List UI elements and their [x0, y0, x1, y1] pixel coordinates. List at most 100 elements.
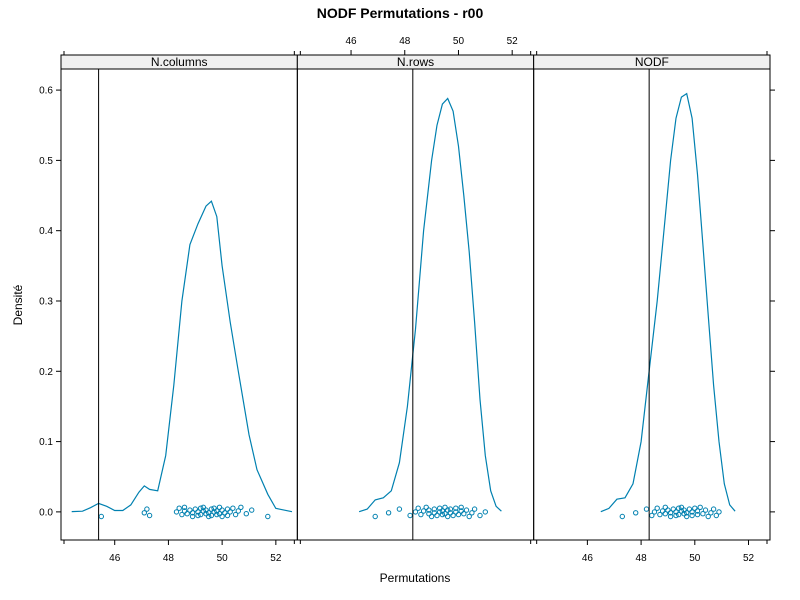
chart-title: NODF Permutations - r00 [317, 5, 484, 21]
point-N.rows [423, 504, 429, 510]
point-N.rows [437, 509, 443, 515]
point-NODF [633, 510, 639, 516]
point-N.columns [181, 508, 188, 514]
point-N.rows [453, 505, 459, 511]
point-N.columns [230, 505, 236, 511]
density-curve-N.columns [71, 200, 293, 513]
point-N.columns [214, 511, 220, 518]
point-NODF [697, 504, 703, 510]
x-tick-label-top: 46 [345, 36, 357, 47]
point-NODF [665, 507, 671, 513]
point-N.rows [455, 511, 462, 518]
point-N.rows [447, 506, 454, 512]
y-tick-label: 0.4 [39, 226, 53, 237]
point-N.rows [445, 513, 451, 520]
point-N.columns [208, 512, 215, 519]
point-N.rows [442, 504, 448, 510]
point-N.rows [420, 508, 427, 514]
point-N.columns [238, 504, 244, 510]
x-tick-label-bottom: 46 [109, 553, 121, 564]
point-NODF [702, 507, 709, 513]
point-N.rows [447, 510, 454, 516]
point-N.rows [477, 512, 483, 519]
point-N.columns [243, 511, 250, 517]
strip-label-N.rows: N.rows [397, 55, 434, 69]
point-N.columns [208, 506, 215, 512]
point-N.rows [426, 507, 432, 513]
point-NODF [678, 504, 685, 510]
point-NODF [619, 513, 625, 520]
point-NODF [676, 511, 682, 518]
y-tick-label: 0.5 [39, 156, 53, 167]
point-N.columns [181, 504, 188, 510]
point-NODF [684, 513, 690, 520]
point-NODF [667, 510, 674, 516]
point-N.rows [471, 506, 478, 512]
point-N.columns [216, 504, 223, 510]
point-N.rows [445, 507, 451, 513]
x-tick-label-top: 52 [507, 36, 519, 47]
point-N.columns [211, 505, 217, 511]
point-NODF [694, 508, 701, 514]
point-N.rows [442, 511, 448, 517]
point-N.columns [200, 508, 207, 514]
strip-label-NODF: NODF [635, 55, 669, 69]
point-NODF [654, 505, 660, 511]
point-N.columns [219, 507, 225, 513]
point-N.columns [179, 511, 185, 518]
point-N.columns [141, 510, 148, 516]
point-N.rows [437, 505, 443, 511]
point-NODF [662, 511, 668, 517]
point-NODF [700, 511, 706, 517]
point-NODF [686, 506, 693, 512]
point-NODF [676, 505, 682, 511]
point-N.columns [187, 507, 193, 513]
point-NODF [705, 513, 711, 520]
strip-label-N.columns: N.columns [151, 55, 208, 69]
point-N.rows [463, 507, 470, 513]
point-NODF [678, 508, 685, 514]
point-N.rows [458, 504, 464, 510]
x-tick-label-bottom: 48 [636, 553, 648, 564]
point-N.columns [222, 510, 228, 516]
x-tick-label-bottom: 50 [689, 553, 701, 564]
point-NODF [689, 509, 695, 515]
point-N.columns [235, 508, 242, 514]
point-NODF [692, 505, 698, 511]
point-N.rows [426, 511, 432, 517]
point-NODF [670, 506, 676, 512]
x-tick-label-bottom: 52 [743, 553, 755, 564]
point-N.columns [184, 511, 190, 517]
point-N.columns [189, 513, 196, 520]
point-N.rows [482, 509, 488, 515]
point-N.rows [415, 505, 421, 511]
point-N.columns [203, 511, 209, 517]
point-N.columns [192, 506, 199, 512]
point-N.rows [469, 510, 475, 516]
panel-frame-N.columns [60, 68, 298, 541]
density-curve-NODF [600, 92, 736, 513]
point-N.columns [206, 513, 212, 520]
point-NODF [673, 509, 679, 515]
point-N.columns [224, 512, 231, 519]
point-N.columns [224, 506, 231, 512]
point-N.rows [466, 513, 472, 520]
point-NODF [708, 510, 714, 516]
point-N.rows [385, 510, 392, 516]
x-axis-label: Permutations [380, 571, 451, 585]
point-NODF [710, 506, 717, 512]
point-N.columns [198, 511, 204, 518]
y-tick-label: 0.3 [39, 296, 53, 307]
point-N.columns [195, 509, 201, 515]
point-NODF [662, 504, 668, 510]
point-N.columns [249, 507, 255, 513]
point-N.rows [428, 513, 435, 520]
point-N.columns [189, 510, 196, 516]
density-curve-N.rows [358, 97, 502, 513]
point-N.rows [439, 511, 446, 518]
point-N.columns [219, 513, 225, 520]
point-N.rows [461, 511, 467, 517]
y-axis-label: Densité [11, 284, 25, 325]
point-N.columns [206, 510, 212, 516]
